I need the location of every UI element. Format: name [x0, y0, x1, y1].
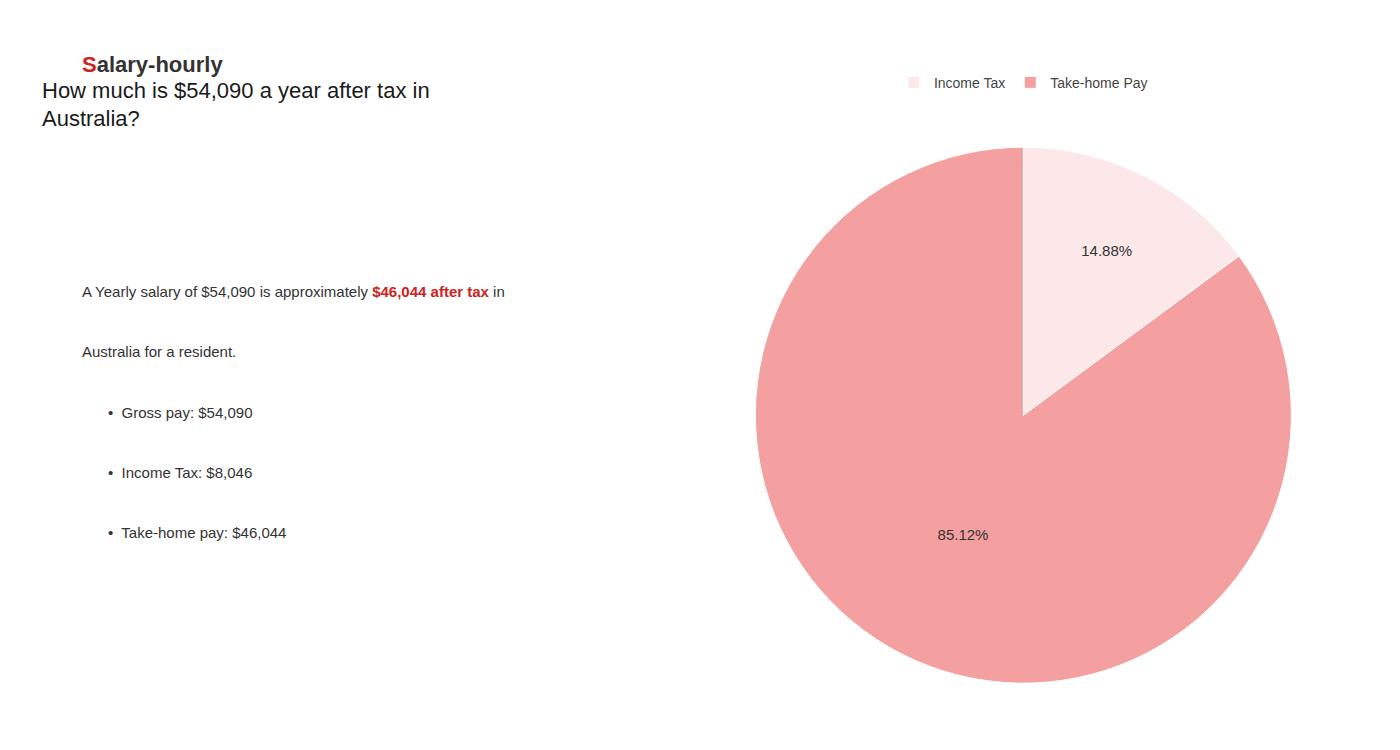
svg-text:Income Tax: Income Tax: [934, 75, 1005, 91]
svg-text:14.88%: 14.88%: [1081, 242, 1132, 259]
svg-text:• Income Tax: $8,046: • Income Tax: $8,046: [108, 464, 252, 481]
svg-text:Take-home Pay: Take-home Pay: [1050, 75, 1147, 91]
svg-text:• Gross pay: $54,090: • Gross pay: $54,090: [108, 404, 253, 421]
svg-text:• Take-home pay: $46,044: • Take-home pay: $46,044: [108, 524, 286, 541]
svg-text:85.12%: 85.12%: [938, 526, 989, 543]
svg-text:Australia for a resident.: Australia for a resident.: [82, 343, 236, 360]
svg-text:How much is $54,090 a year aft: How much is $54,090 a year after tax inA…: [42, 78, 430, 132]
svg-text:A Yearly salary of $54,090 is: A Yearly salary of $54,090 is approximat…: [82, 283, 505, 300]
svg-text:Salary-hourly: Salary-hourly: [82, 52, 223, 77]
